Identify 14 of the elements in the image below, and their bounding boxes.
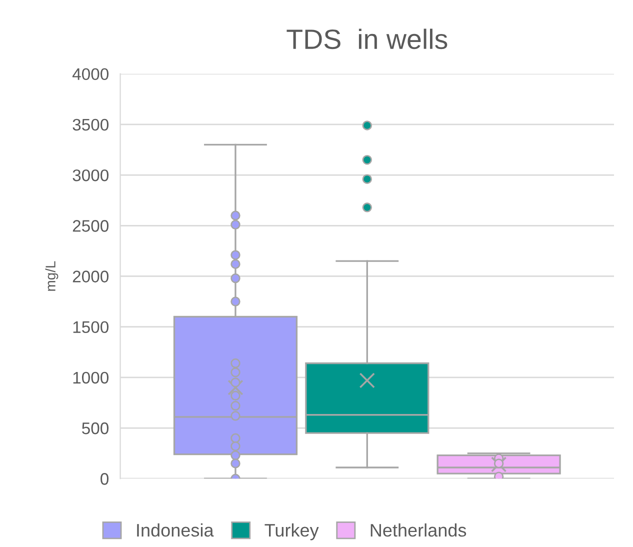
y-tick-label: 2000: [72, 270, 109, 282]
y-axis-title: mg/L: [45, 261, 58, 291]
y-tick-label: 500: [82, 422, 109, 434]
y-tick-label: 3000: [72, 169, 109, 182]
legend-label: Indonesia: [137, 523, 214, 537]
y-tick-label: 1500: [73, 321, 109, 334]
y-tick-label: 0: [100, 473, 109, 485]
legend-label: Turkey: [264, 523, 319, 540]
legend-label: Netherlands: [370, 523, 466, 537]
y-tick-label: 4000: [72, 68, 109, 80]
chart-title: TDS in wells: [286, 28, 448, 50]
y-tick-label: 3500: [72, 118, 109, 131]
y-tick-label: 2500: [72, 220, 109, 232]
y-tick-label: 1000: [73, 372, 109, 384]
